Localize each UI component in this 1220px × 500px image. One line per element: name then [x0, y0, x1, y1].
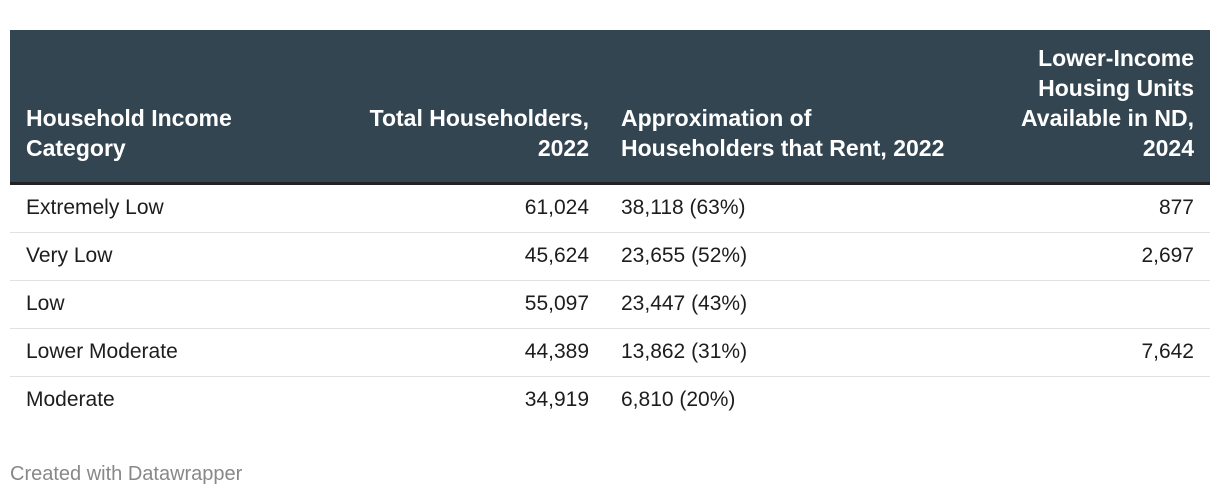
data-table-container: Household Income Category Total Househol…: [10, 30, 1210, 424]
cell-rent: 38,118 (63%): [605, 183, 970, 233]
cell-total: 44,389: [350, 328, 605, 377]
cell-total: 55,097: [350, 280, 605, 329]
cell-total: 45,624: [350, 232, 605, 281]
table-body: Extremely Low 61,024 38,118 (63%) 877 Ve…: [10, 183, 1210, 424]
cell-category: Lower Moderate: [10, 328, 350, 377]
table-row: Very Low 45,624 23,655 (52%) 2,697: [10, 232, 1210, 281]
column-header-total-householders: Total Householders, 2022: [350, 30, 605, 185]
column-header-housing-units: Lower-Income Housing Units Available in …: [970, 30, 1210, 185]
table-row: Extremely Low 61,024 38,118 (63%) 877: [10, 183, 1210, 233]
column-header-income-category: Household Income Category: [10, 30, 350, 185]
cell-units: 2,697: [970, 232, 1210, 281]
cell-category: Very Low: [10, 232, 350, 281]
cell-rent: 23,447 (43%): [605, 280, 970, 329]
cell-units: 877: [970, 183, 1210, 233]
header-row: Household Income Category Total Househol…: [10, 30, 1210, 185]
cell-rent: 13,862 (31%): [605, 328, 970, 377]
cell-units: 7,642: [970, 328, 1210, 377]
cell-units: [970, 376, 1210, 424]
table-row: Lower Moderate 44,389 13,862 (31%) 7,642: [10, 328, 1210, 377]
cell-category: Low: [10, 280, 350, 329]
datawrapper-credit: Created with Datawrapper: [10, 463, 243, 485]
table-header: Household Income Category Total Househol…: [10, 30, 1210, 185]
table-row: Low 55,097 23,447 (43%): [10, 280, 1210, 329]
table-row: Moderate 34,919 6,810 (20%): [10, 376, 1210, 424]
data-table: Household Income Category Total Househol…: [10, 30, 1210, 424]
cell-total: 61,024: [350, 183, 605, 233]
cell-rent: 23,655 (52%): [605, 232, 970, 281]
cell-category: Extremely Low: [10, 183, 350, 233]
cell-units: [970, 280, 1210, 329]
cell-category: Moderate: [26, 388, 115, 411]
cell-total: 34,919: [524, 388, 589, 411]
cell-rent: 6,810 (20%): [621, 388, 736, 411]
column-header-renters: Approximation of Householders that Rent,…: [605, 30, 970, 185]
